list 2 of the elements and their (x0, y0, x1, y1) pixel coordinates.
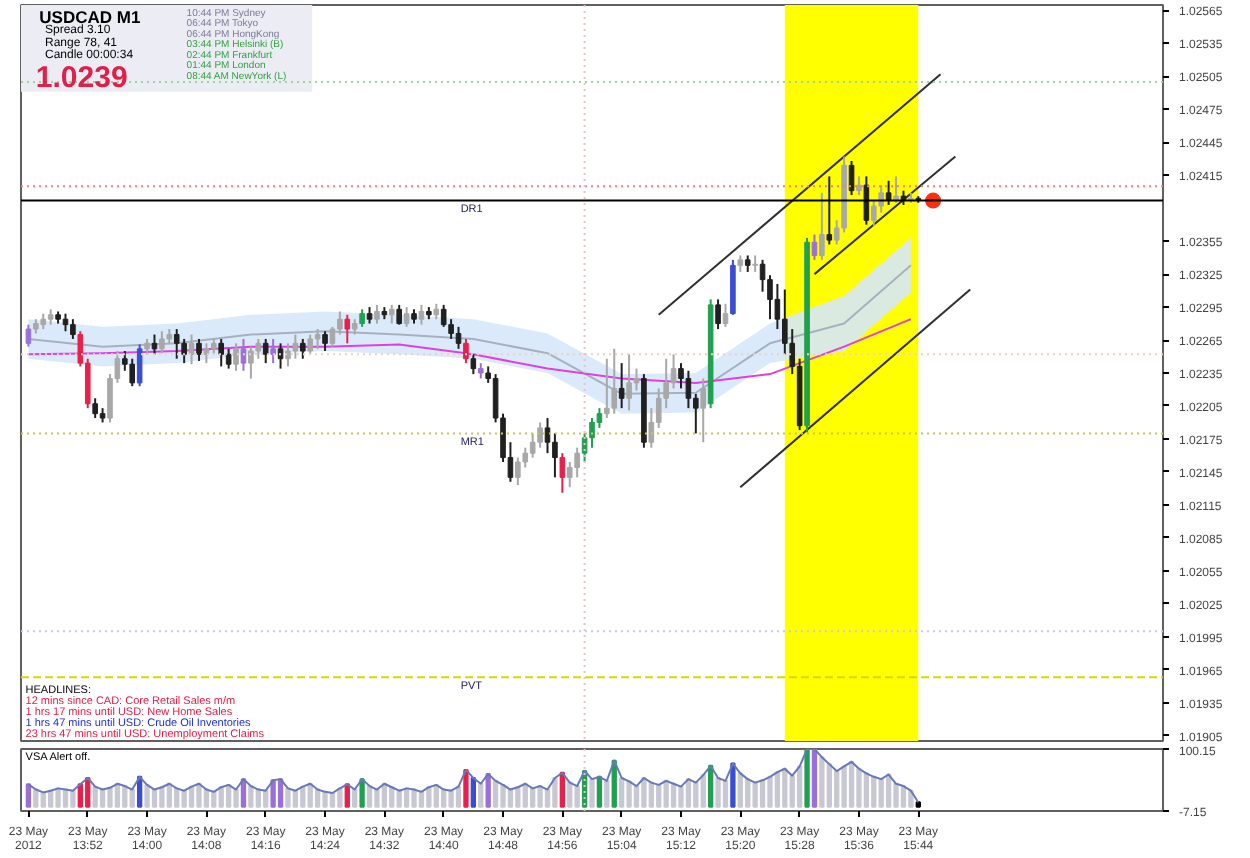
annotation: USDCAD M1 (39, 6, 141, 27)
annotation: 1.0239 (35, 61, 128, 96)
